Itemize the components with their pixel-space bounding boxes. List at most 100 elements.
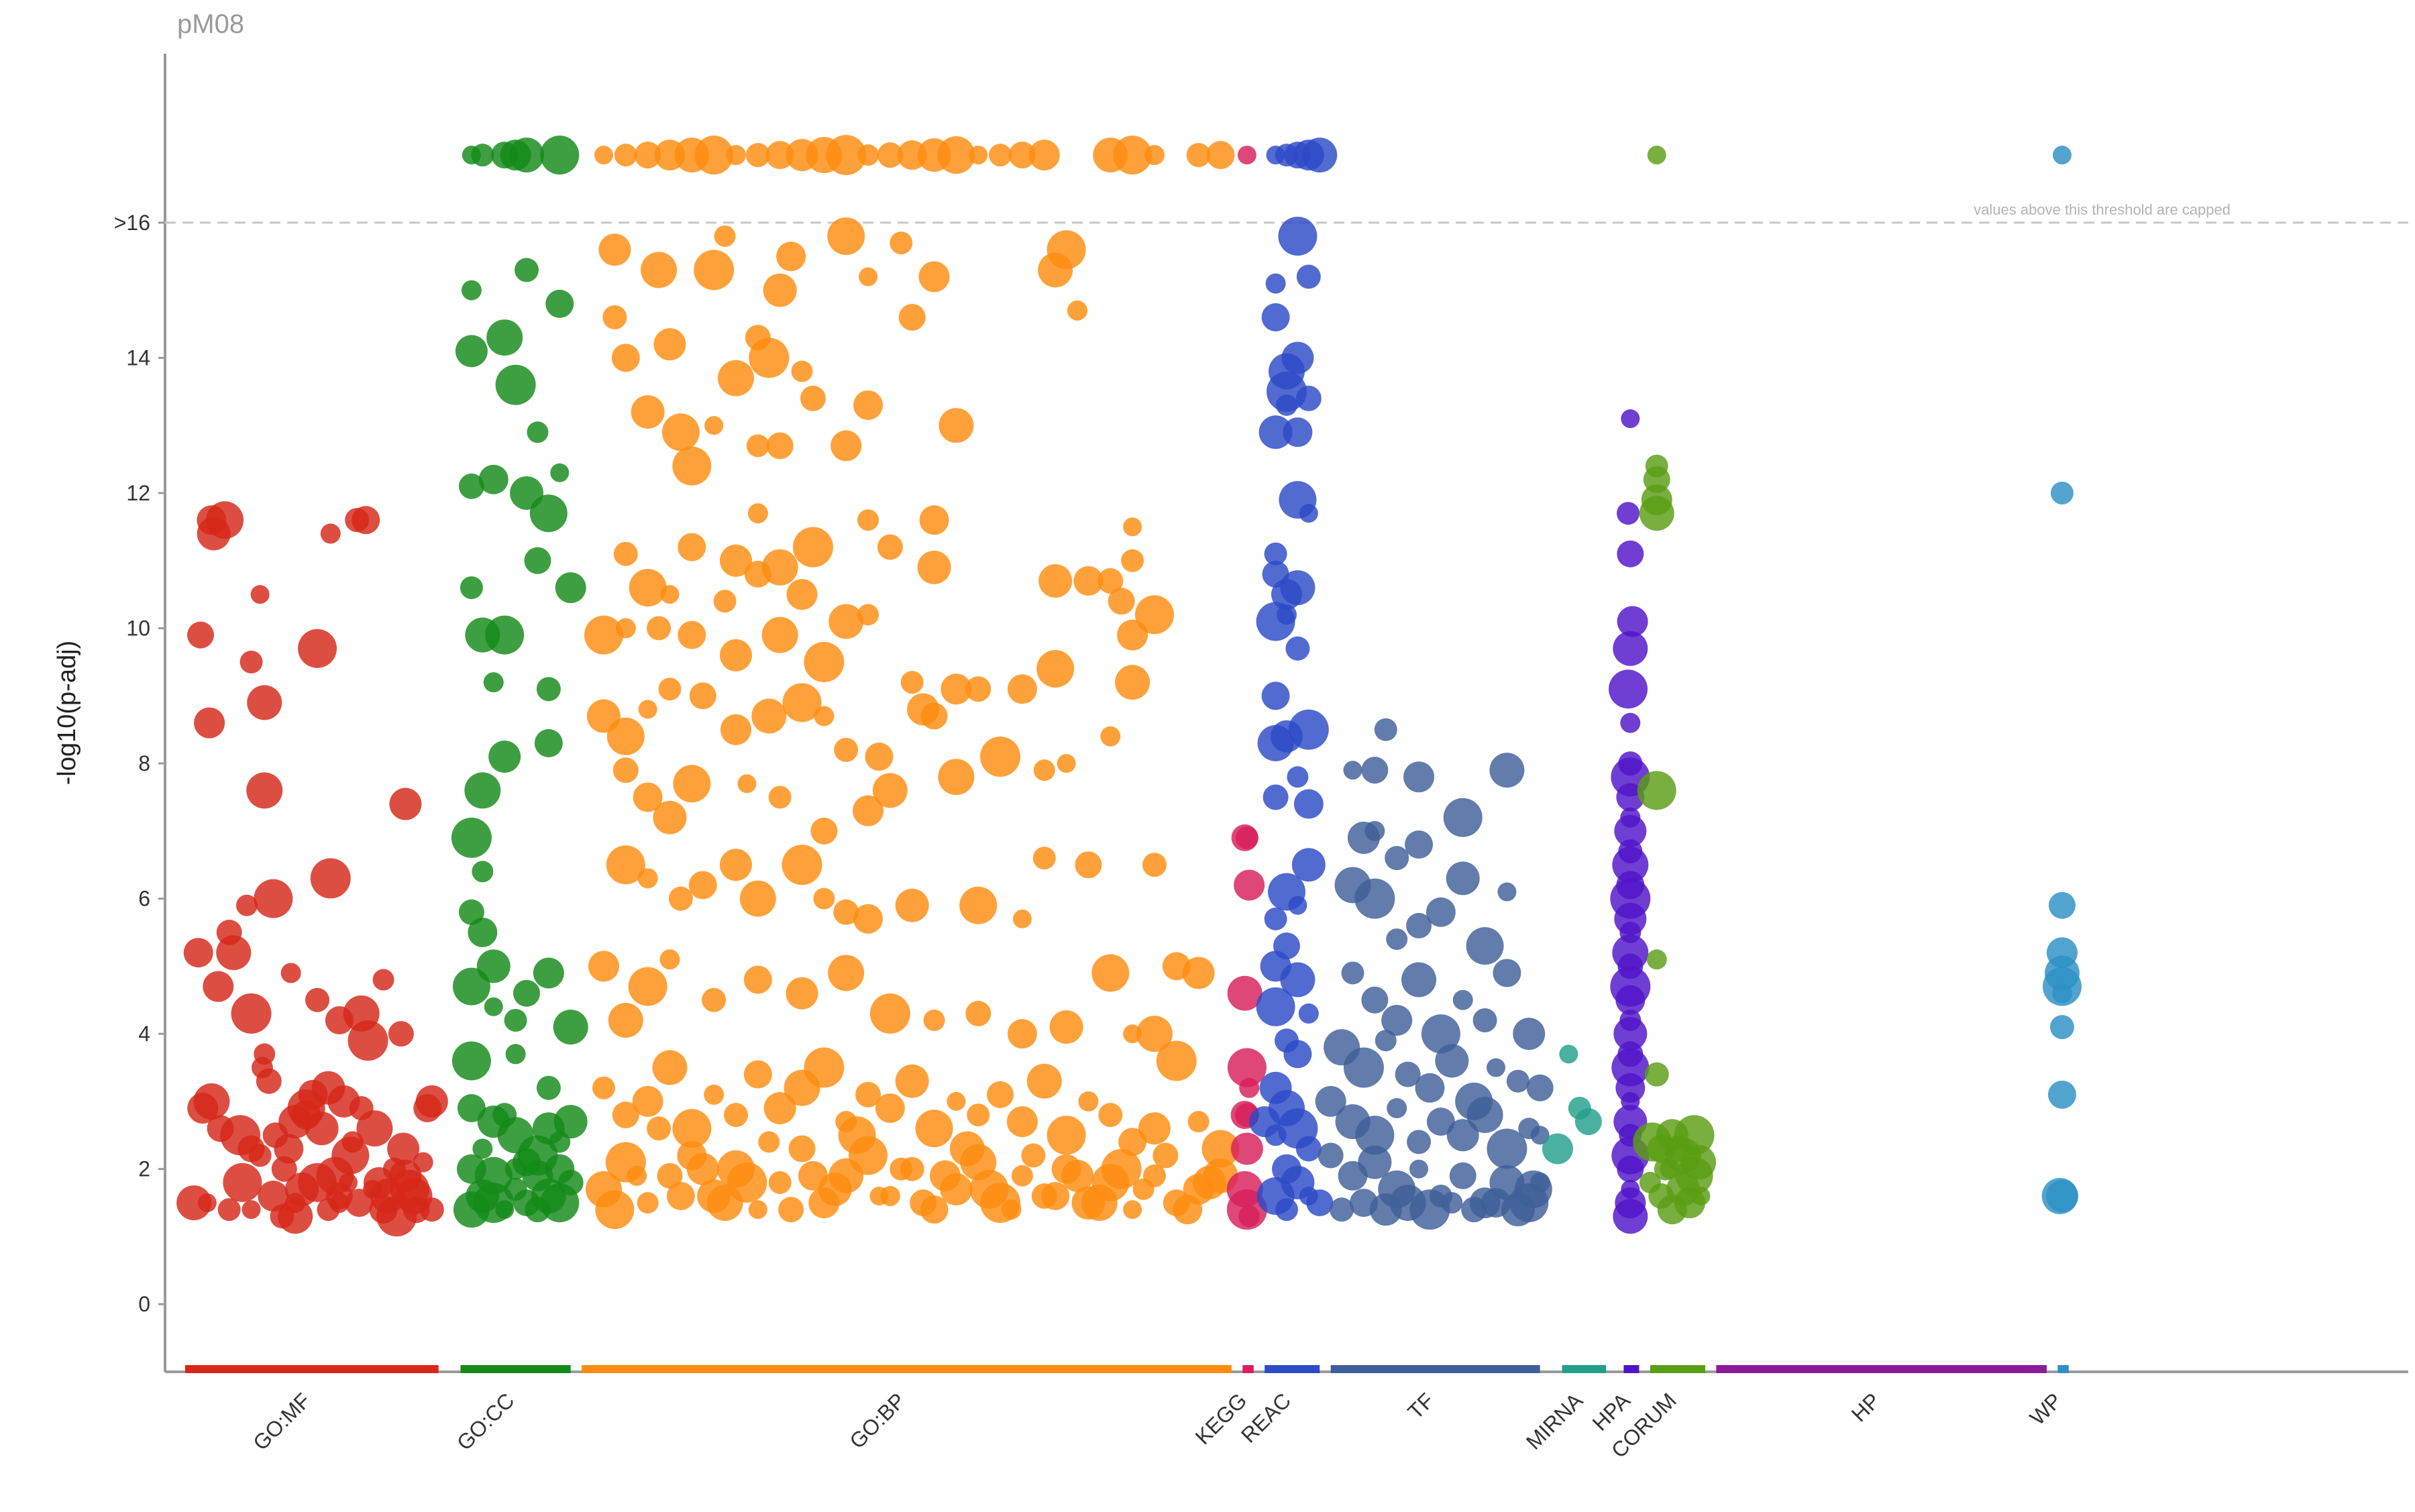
data-point: [1644, 1062, 1669, 1087]
data-point: [1619, 1010, 1642, 1031]
data-point: [1265, 273, 1286, 294]
x-tick-label: REAC: [1236, 1388, 1295, 1447]
data-point: [900, 671, 924, 694]
data-point: [2041, 1178, 2078, 1214]
data-point: [239, 650, 263, 673]
data-point: [592, 1076, 615, 1099]
data-point: [660, 585, 680, 604]
source-bar: [2057, 1365, 2069, 1373]
data-point: [1295, 1136, 1322, 1162]
data-point: [1617, 540, 1644, 568]
data-point: [1616, 871, 1645, 900]
data-point: [938, 759, 975, 796]
data-point: [688, 871, 717, 900]
data-point: [1681, 1144, 1717, 1180]
data-point: [1446, 1119, 1479, 1152]
data-point: [652, 1050, 688, 1085]
y-tick-label: 2: [138, 1157, 150, 1181]
data-point: [638, 700, 657, 719]
data-point: [1012, 909, 1032, 928]
data-point: [472, 1138, 493, 1159]
data-point: [1101, 1148, 1142, 1189]
data-point: [1138, 1112, 1171, 1145]
data-point: [838, 1116, 876, 1154]
data-point: [280, 963, 301, 983]
data-point: [869, 993, 910, 1034]
data-point: [828, 955, 865, 991]
data-point: [231, 993, 272, 1034]
data-point: [1466, 1097, 1503, 1134]
data-point: [813, 887, 835, 910]
data-point: [246, 772, 283, 809]
data-point: [298, 1079, 328, 1110]
data-point: [1100, 726, 1121, 747]
data-point: [959, 886, 998, 924]
data-point: [187, 1093, 219, 1124]
data-point: [1275, 1198, 1298, 1222]
data-point: [461, 280, 482, 301]
data-point: [1123, 517, 1142, 537]
data-point: [686, 1152, 719, 1185]
source-bar: [1716, 1365, 2047, 1373]
data-point: [176, 1185, 212, 1221]
data-point: [776, 241, 806, 272]
data-point: [747, 503, 768, 524]
data-point: [471, 144, 494, 167]
data-point: [1385, 846, 1409, 871]
data-point: [352, 506, 380, 535]
data-point: [1287, 766, 1309, 788]
data-point: [1405, 830, 1434, 859]
data-point: [1239, 1077, 1260, 1098]
data-point: [1186, 143, 1211, 168]
data-point: [726, 145, 746, 166]
data-point: [1466, 927, 1504, 965]
data-point: [389, 788, 422, 820]
source-bar: [1265, 1365, 1320, 1373]
data-point: [1361, 986, 1389, 1014]
data-point: [658, 678, 682, 701]
data-point: [720, 544, 752, 577]
data-point: [341, 1131, 364, 1153]
data-point: [216, 920, 242, 945]
data-point: [356, 1110, 393, 1147]
data-point: [714, 225, 736, 248]
data-point: [2049, 1015, 2074, 1040]
y-axis-label: -log10(p-adj): [53, 641, 81, 785]
data-point: [918, 261, 950, 292]
source-bar: [1623, 1365, 1640, 1373]
source-bar: [582, 1365, 1232, 1373]
data-point: [923, 1010, 945, 1031]
data-point: [890, 1157, 913, 1181]
data-point: [969, 146, 988, 165]
data-point: [637, 1192, 659, 1214]
data-point: [485, 615, 525, 655]
y-tick-label: 12: [126, 481, 150, 505]
data-point: [668, 886, 693, 911]
source-bar: [185, 1365, 439, 1373]
data-point: [451, 1041, 491, 1081]
data-point: [647, 1116, 672, 1141]
data-point: [788, 1135, 816, 1163]
data-point: [627, 1165, 647, 1186]
y-tick-label: >16: [114, 211, 150, 235]
data-point: [800, 385, 826, 411]
data-point: [1293, 789, 1324, 819]
data-point: [761, 616, 798, 653]
data-point: [661, 413, 700, 451]
data-point: [1276, 394, 1297, 416]
data-point: [1280, 570, 1316, 606]
data-point: [727, 1162, 767, 1203]
data-point: [305, 987, 330, 1012]
data-point: [534, 728, 563, 757]
data-point: [533, 957, 564, 989]
data-point: [704, 1084, 724, 1105]
data-point: [743, 1060, 772, 1089]
data-point: [387, 1132, 420, 1165]
data-point: [818, 1172, 852, 1206]
data-point: [1446, 861, 1480, 896]
data-point: [1387, 1098, 1407, 1118]
data-point: [853, 795, 884, 826]
data-point: [241, 1200, 261, 1220]
data-point: [826, 135, 867, 176]
data-point: [890, 231, 913, 255]
